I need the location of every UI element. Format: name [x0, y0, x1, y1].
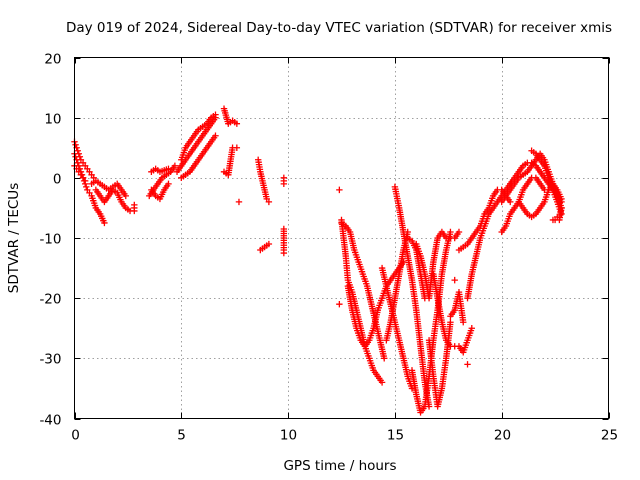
data-point	[122, 192, 129, 200]
data-point	[468, 325, 475, 332]
data-point	[507, 198, 514, 206]
series-arc-q	[280, 174, 288, 257]
y-axis-label: SDTVAR / TECUs	[6, 183, 22, 293]
x-tick-label: 0	[71, 428, 80, 444]
data-point	[72, 153, 79, 160]
series-arc-k	[173, 114, 219, 176]
series-arc-v	[383, 228, 411, 344]
y-tick-label: -10	[39, 232, 61, 248]
data-point	[83, 183, 90, 191]
series-arc-o	[220, 144, 243, 206]
plot-frame	[74, 57, 609, 419]
x-tick-label: 15	[387, 428, 404, 444]
series-arc-g	[86, 189, 138, 215]
data-point	[86, 189, 93, 197]
data-point	[336, 300, 343, 308]
data-point	[131, 207, 138, 215]
data-point	[165, 180, 172, 188]
data-point	[235, 198, 243, 206]
data-point	[455, 228, 463, 236]
data-point	[280, 180, 288, 188]
y-tick-label: 20	[44, 52, 61, 68]
series-arc-m	[178, 132, 219, 182]
series-arc-ac	[455, 186, 514, 254]
data-point	[72, 141, 79, 148]
y-tick-label: -40	[39, 413, 61, 429]
data-point	[265, 198, 273, 206]
axis-ticks: 0 5 10 15 20 25 -40 -30 -20 -10 0 10 20	[39, 52, 618, 444]
series-arc-n	[220, 105, 241, 127]
x-tick-label: 25	[601, 428, 618, 444]
data-point	[212, 111, 219, 118]
series-arc-y	[408, 228, 454, 416]
data-points	[71, 105, 565, 416]
data-point	[74, 147, 81, 154]
series-arc-r	[336, 186, 386, 386]
x-axis-label: GPS time / hours	[283, 458, 396, 474]
data-point	[212, 132, 219, 139]
data-point	[451, 276, 458, 284]
data-point	[165, 165, 172, 173]
x-tick-label: 10	[280, 428, 297, 444]
chart-title: Day 019 of 2024, Sidereal Day-to-day VTE…	[66, 20, 612, 36]
series-arc-ad	[447, 288, 471, 368]
data-point	[81, 177, 89, 185]
x-tick-label: 20	[494, 428, 511, 444]
y-tick-label: 10	[44, 112, 61, 128]
data-point	[447, 228, 454, 236]
y-tick-label: -20	[39, 292, 61, 308]
series-arc-f	[88, 192, 108, 227]
series-arc-ai	[498, 174, 548, 236]
y-tick-label: 0	[53, 172, 62, 188]
series-arc-ah	[515, 180, 565, 221]
data-point	[171, 162, 179, 169]
series-arc-aa	[430, 270, 475, 356]
data-point	[74, 159, 81, 166]
data-point	[558, 204, 565, 212]
data-point	[257, 246, 264, 254]
data-point	[447, 319, 454, 326]
data-point	[464, 361, 471, 368]
series-arc-l	[178, 111, 219, 163]
data-point	[460, 319, 467, 326]
x-tick-label: 5	[177, 428, 186, 444]
series-arc-z	[413, 228, 463, 302]
data-point	[233, 144, 241, 151]
series-arc-p	[254, 156, 273, 254]
data-point	[233, 120, 241, 127]
series-arc-i	[148, 180, 172, 203]
data-point	[381, 355, 388, 362]
data-point	[541, 186, 548, 194]
series-arc-j	[148, 165, 172, 176]
data-point	[280, 249, 288, 257]
y-tick-label: -30	[39, 352, 61, 368]
series-arc-d	[88, 177, 129, 200]
data-point	[101, 219, 108, 227]
data-point	[558, 195, 565, 203]
data-point	[378, 379, 386, 386]
data-point	[336, 186, 343, 194]
series-arc-aj	[549, 204, 565, 224]
